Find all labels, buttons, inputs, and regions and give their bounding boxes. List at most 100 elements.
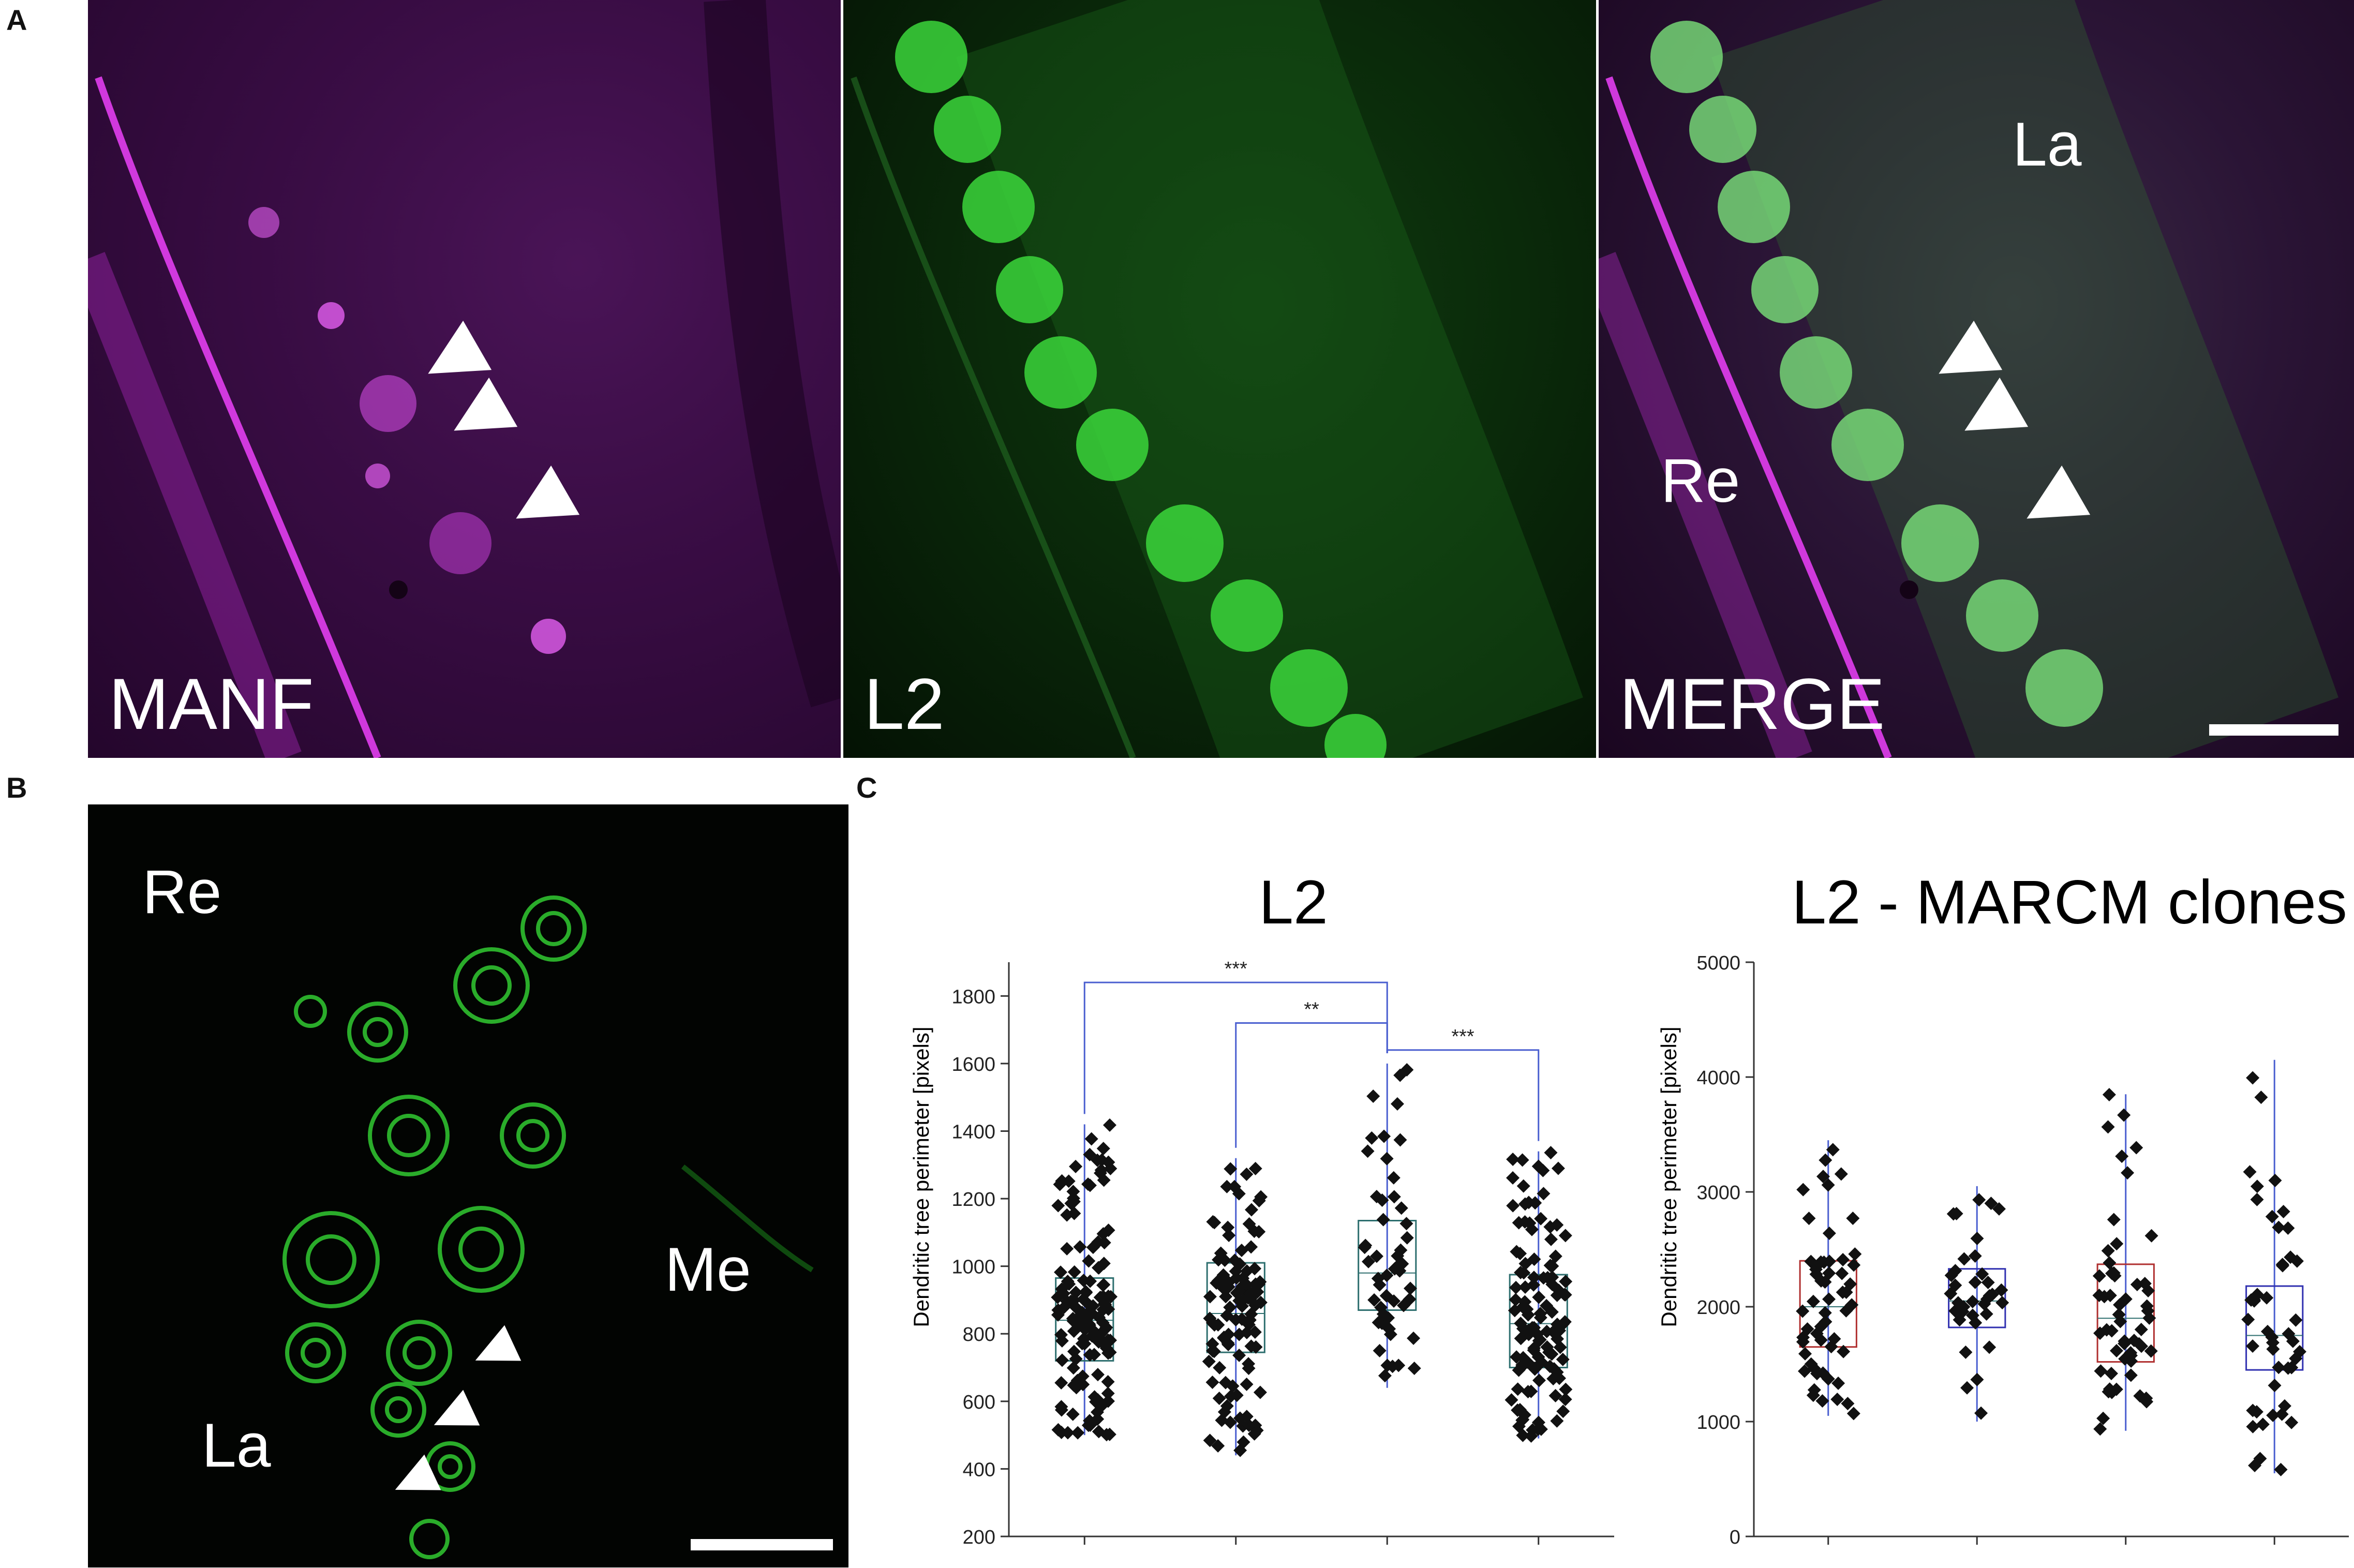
y-tick-label: 1000 [951, 1257, 995, 1278]
data-point [1101, 1386, 1115, 1400]
data-point [2241, 1312, 2255, 1326]
data-point [1097, 1278, 1111, 1292]
l2-label: L2 [864, 663, 945, 744]
data-point [1087, 1390, 1101, 1404]
data-point [2103, 1256, 2117, 1270]
data-point [1518, 1257, 1532, 1271]
merge-micrograph: La Re MERGE [1599, 0, 2354, 758]
data-point [1211, 1318, 1225, 1332]
x-tick-label: ZT1 [1811, 1556, 1846, 1557]
data-point [1391, 1249, 1405, 1263]
panel-b-re-label: Re [142, 857, 222, 927]
data-point [1215, 1413, 1229, 1427]
data-point [1400, 1063, 1414, 1077]
merge-re-label: Re [1661, 446, 1740, 515]
data-point [1252, 1193, 1266, 1207]
data-point [1518, 1215, 1532, 1229]
data-point [1378, 1369, 1392, 1383]
data-point [1798, 1364, 1812, 1378]
data-point [1846, 1211, 1860, 1225]
data-point [1404, 1281, 1418, 1295]
data-point [1240, 1377, 1254, 1391]
data-point [1556, 1405, 1570, 1418]
y-tick-label: 3000 [1696, 1182, 1740, 1204]
y-axis-label: Dendritic tree perimeter [pixels] [909, 1026, 933, 1327]
data-point [1506, 1152, 1520, 1166]
data-point [1550, 1414, 1564, 1428]
data-point [1376, 1213, 1390, 1227]
data-point [2266, 1342, 2280, 1356]
data-point [1534, 1422, 1548, 1436]
data-point [1551, 1332, 1565, 1346]
data-point [2124, 1349, 2138, 1363]
chart-title: L2 - MARCM clones [1792, 868, 2347, 937]
data-point [1544, 1146, 1558, 1160]
data-point [2276, 1205, 2290, 1219]
data-point [1096, 1336, 1110, 1350]
data-point [2133, 1389, 2147, 1403]
x-tick-label: ZT4 [1218, 1556, 1254, 1557]
data-point [1377, 1129, 1391, 1143]
data-point [1835, 1266, 1849, 1280]
data-point [1817, 1255, 1831, 1269]
data-point [1400, 1231, 1414, 1245]
data-point [1232, 1348, 1246, 1362]
data-point [2112, 1308, 2126, 1322]
data-point [1515, 1153, 1529, 1167]
y-tick-label: 1800 [951, 986, 995, 1008]
data-point [2142, 1311, 2156, 1325]
data-point [1240, 1167, 1254, 1181]
data-point [2097, 1290, 2111, 1304]
data-point [1082, 1254, 1096, 1268]
data-point [2247, 1293, 2261, 1307]
data-point [1362, 1255, 1376, 1268]
data-point [1953, 1313, 1966, 1327]
data-point [1219, 1290, 1233, 1304]
merge-la-label: La [2013, 110, 2082, 179]
data-point [1077, 1274, 1091, 1288]
data-point [1387, 1190, 1401, 1204]
data-point [1247, 1427, 1261, 1441]
data-point [1407, 1362, 1421, 1376]
data-point [1848, 1247, 1862, 1261]
data-point [1092, 1310, 1106, 1324]
data-point [1553, 1371, 1567, 1385]
data-point [2140, 1299, 2154, 1313]
data-point [1240, 1264, 1254, 1278]
data-point [2110, 1237, 2124, 1251]
data-point [2105, 1266, 2119, 1280]
data-point [2246, 1420, 2260, 1433]
data-point [1516, 1179, 1530, 1193]
data-point [1960, 1381, 1974, 1395]
data-point [1531, 1159, 1545, 1173]
data-point [2290, 1254, 2304, 1268]
data-point [1515, 1358, 1529, 1372]
x-tick-label: ZT4 [1959, 1556, 1994, 1557]
data-point [1055, 1353, 1069, 1367]
data-point [1101, 1346, 1115, 1360]
data-point [1085, 1329, 1099, 1343]
merge-micrograph-art [1599, 0, 2338, 758]
data-point [1800, 1322, 1814, 1336]
data-point [1077, 1332, 1091, 1346]
data-point [1804, 1255, 1818, 1268]
l2-micrograph-art [851, 0, 1583, 758]
data-point [1831, 1376, 1845, 1390]
data-point [2113, 1298, 2127, 1312]
significance-label: *** [1225, 958, 1248, 980]
data-point [1981, 1276, 1995, 1290]
data-point [2130, 1277, 2144, 1291]
data-point [2127, 1334, 2141, 1348]
data-point [1551, 1161, 1565, 1175]
data-point [2094, 1364, 2108, 1378]
data-point [1090, 1405, 1104, 1419]
significance-bracket [1386, 1049, 1540, 1141]
data-point [1057, 1301, 1071, 1315]
data-point [1511, 1382, 1525, 1396]
data-point [1083, 1274, 1097, 1288]
data-point [1223, 1301, 1237, 1315]
data-point [1979, 1307, 1993, 1321]
data-point [1367, 1293, 1381, 1307]
panel-letter-c: C [856, 771, 877, 804]
data-point [1232, 1327, 1246, 1341]
